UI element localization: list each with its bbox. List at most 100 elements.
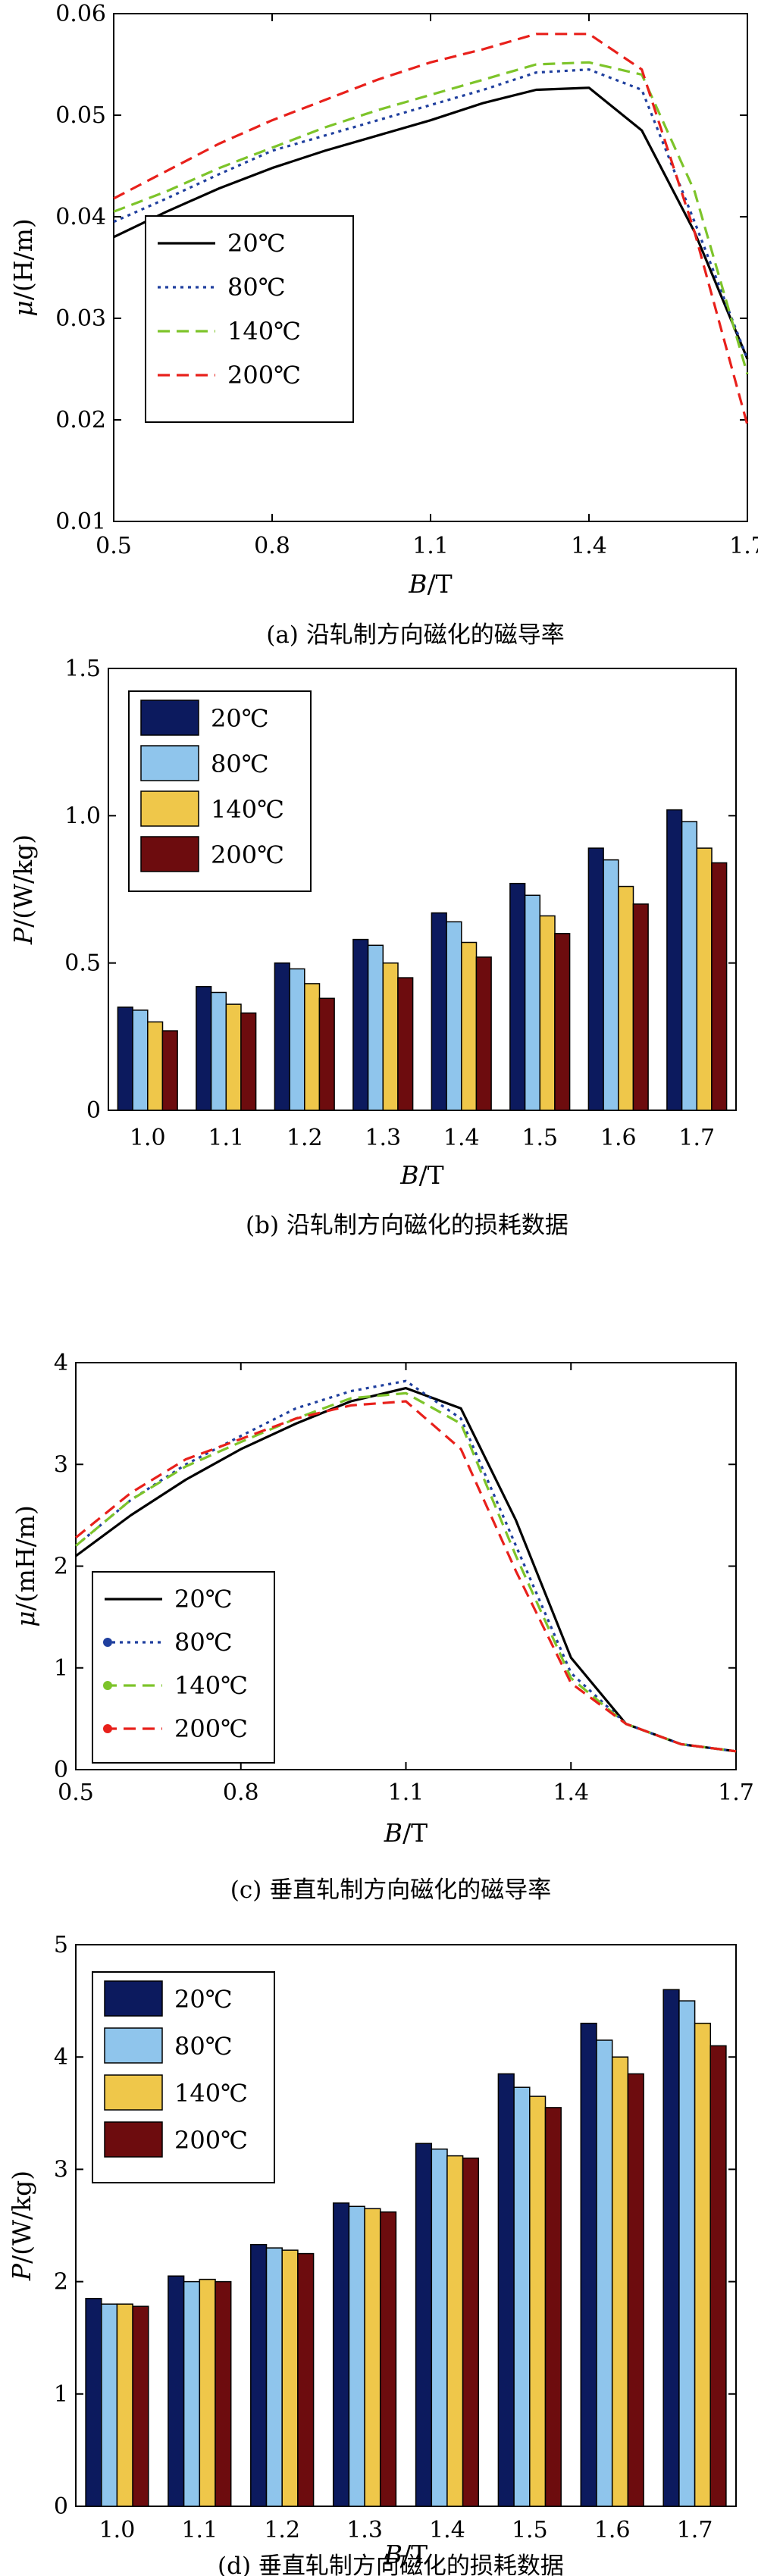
bar-2-0 bbox=[250, 2243, 268, 2507]
y-tick-label: 0 bbox=[86, 1097, 101, 1124]
bar-6-2 bbox=[618, 885, 634, 1111]
bar-7-3 bbox=[709, 2045, 727, 2507]
x-axis-label: B/T bbox=[384, 1818, 428, 1848]
bar-1-2 bbox=[225, 1003, 242, 1111]
y-axis-label-unit: /(W/kg) bbox=[7, 2171, 36, 2264]
bar-4-3 bbox=[462, 2157, 480, 2507]
legend: 20℃ 80℃ 140℃ 200℃ bbox=[128, 690, 312, 892]
y-tick-label: 0 bbox=[54, 2493, 68, 2520]
legend-box bbox=[92, 1571, 275, 1764]
legend-label: 200℃ bbox=[211, 840, 284, 869]
x-axis-label-symbol: B bbox=[408, 569, 427, 599]
legend-box bbox=[145, 215, 354, 423]
chart-caption: (a) 沿轧制方向磁化的磁导率 bbox=[266, 621, 565, 649]
x-tick-label: 0.5 bbox=[96, 533, 132, 559]
bar-6-3 bbox=[627, 2073, 644, 2507]
legend-swatch bbox=[104, 1980, 163, 2017]
bar-5-0 bbox=[509, 882, 526, 1111]
x-tick-label: 1.6 bbox=[594, 2517, 631, 2543]
bar-0-1 bbox=[101, 2303, 118, 2507]
y-tick-label: 1.5 bbox=[64, 656, 101, 682]
series-line-3 bbox=[113, 33, 749, 426]
x-tick-label: 1.0 bbox=[99, 2517, 136, 2543]
bar-4-3 bbox=[475, 956, 492, 1111]
bar-7-1 bbox=[678, 2000, 696, 2507]
bar-4-2 bbox=[446, 2155, 464, 2507]
bar-4-0 bbox=[431, 912, 447, 1111]
y-tick-label: 4 bbox=[54, 1350, 68, 1376]
series-line-3 bbox=[74, 1400, 737, 1753]
x-tick-label: 1.4 bbox=[429, 2517, 465, 2543]
legend: 20℃ 80℃ 140℃ 200℃ bbox=[145, 215, 354, 423]
x-axis-label-unit: /T bbox=[402, 2540, 428, 2569]
bar-1-0 bbox=[168, 2275, 185, 2507]
x-axis-label: B/T bbox=[399, 1160, 443, 1190]
legend-label: 20℃ bbox=[174, 1585, 233, 1614]
bar-1-1 bbox=[183, 2280, 201, 2507]
y-axis-label: P/(W/kg) bbox=[8, 834, 38, 945]
bar-6-1 bbox=[596, 2039, 613, 2507]
bar-2-3 bbox=[297, 2252, 315, 2507]
bar-3-3 bbox=[379, 2211, 397, 2507]
y-tick-label: 5 bbox=[54, 1932, 68, 1958]
bar-6-0 bbox=[580, 2022, 597, 2507]
y-axis-label-unit: /(W/kg) bbox=[8, 834, 38, 928]
bar-2-0 bbox=[274, 962, 290, 1111]
y-tick-label: 2 bbox=[54, 1554, 68, 1580]
series-line-1 bbox=[74, 1379, 737, 1753]
bar-1-3 bbox=[240, 1012, 257, 1111]
x-tick-label: 1.3 bbox=[346, 2517, 383, 2543]
bar-4-1 bbox=[431, 2148, 448, 2507]
y-tick-label: 1.0 bbox=[64, 803, 101, 829]
bar-6-0 bbox=[587, 847, 604, 1111]
bar-6-3 bbox=[632, 903, 649, 1111]
legend-label: 20℃ bbox=[174, 1985, 233, 2014]
x-tick-label: 1.5 bbox=[512, 2517, 548, 2543]
bar-1-3 bbox=[215, 2280, 232, 2507]
bar-0-3 bbox=[132, 2305, 149, 2507]
bar-0-2 bbox=[116, 2303, 133, 2507]
y-axis-label-symbol: μ bbox=[8, 300, 38, 316]
x-axis-label-unit: /T bbox=[428, 569, 453, 599]
legend: 20℃ 80℃ 140℃ 200℃ bbox=[92, 1571, 275, 1764]
bar-0-1 bbox=[132, 1009, 149, 1111]
bar-7-0 bbox=[662, 1989, 680, 2507]
y-tick-label: 0 bbox=[54, 1757, 68, 1783]
y-tick-label: 0.04 bbox=[55, 204, 106, 230]
x-tick-label: 1.7 bbox=[729, 533, 758, 559]
x-tick-label: 0.5 bbox=[58, 1779, 94, 1806]
x-axis-label-symbol: B bbox=[384, 1818, 402, 1848]
bar-7-2 bbox=[696, 847, 713, 1111]
legend-swatch bbox=[140, 836, 199, 872]
bar-3-1 bbox=[348, 2205, 365, 2507]
x-axis-label: B/T bbox=[408, 569, 452, 599]
x-tick-label: 0.8 bbox=[223, 1779, 259, 1806]
x-tick-label: 1.0 bbox=[130, 1125, 166, 1151]
legend-label: 80℃ bbox=[211, 750, 269, 778]
legend-swatch bbox=[140, 790, 199, 827]
legend-label: 140℃ bbox=[174, 2079, 248, 2108]
bar-3-3 bbox=[397, 977, 414, 1111]
bar-4-1 bbox=[446, 921, 462, 1111]
bar-1-0 bbox=[196, 986, 212, 1111]
bar-6-1 bbox=[603, 859, 619, 1111]
y-tick-label: 3 bbox=[54, 1451, 68, 1478]
bar-3-2 bbox=[364, 2208, 381, 2507]
bar-3-1 bbox=[367, 944, 384, 1111]
legend-label: 80℃ bbox=[174, 2032, 233, 2061]
bar-2-1 bbox=[265, 2247, 283, 2507]
x-tick-label: 1.1 bbox=[412, 533, 449, 559]
y-tick-label: 2 bbox=[54, 2269, 68, 2296]
legend-marker bbox=[103, 1724, 112, 1733]
bar-5-3 bbox=[544, 2107, 562, 2507]
chart-panel-c: 0 1 2 3 4 0.5 0.8 1.1 1.4 1.7 B/T μ/(mH/m) (c) 垂直轧制方… bbox=[11, 1350, 754, 1904]
x-tick-label: 1.7 bbox=[678, 1125, 715, 1151]
y-tick-label: 3 bbox=[54, 2156, 68, 2183]
x-axis-label-symbol: B bbox=[384, 2540, 402, 2569]
chart-caption: (c) 垂直轧制方向磁化的磁导率 bbox=[230, 1876, 551, 1904]
x-tick-label: 1.4 bbox=[571, 533, 607, 559]
y-axis-label: μ/(mH/m) bbox=[11, 1505, 40, 1627]
bar-3-0 bbox=[332, 2202, 350, 2507]
bar-4-2 bbox=[461, 941, 478, 1111]
bar-3-0 bbox=[352, 938, 369, 1111]
